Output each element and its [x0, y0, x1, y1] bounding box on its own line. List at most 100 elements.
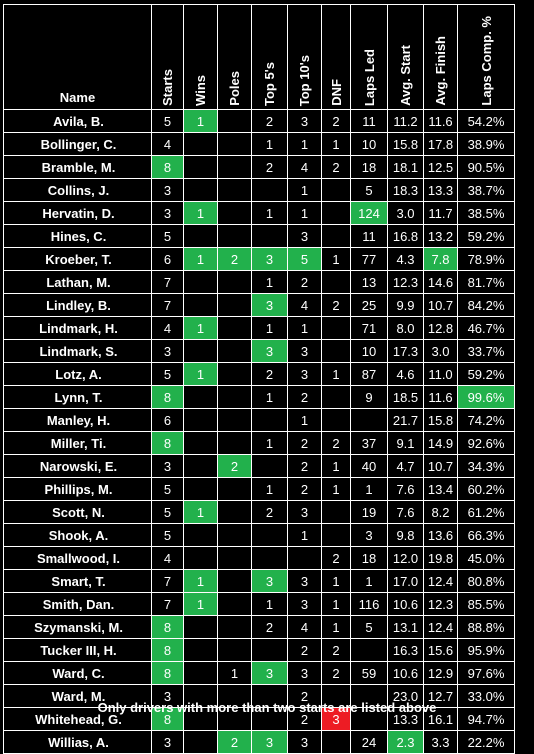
stat-cell: 1	[183, 592, 218, 616]
stat-cell: 12.3	[423, 592, 458, 616]
stat-cell: 12.4	[423, 569, 458, 593]
stat-cell: 2	[321, 638, 351, 662]
driver-name-cell: Collins, J.	[3, 178, 152, 202]
column-header-label: Starts	[160, 69, 175, 106]
stat-cell	[183, 155, 218, 179]
driver-name-cell: Hines, C.	[3, 224, 152, 248]
stat-cell: 2	[217, 247, 252, 271]
stat-cell: 3	[287, 569, 322, 593]
stat-cell	[217, 546, 252, 570]
stat-cell: 5	[350, 615, 388, 639]
table-row: Bramble, M. 8 2 4 2 18 18.1 12.5 90.5%	[3, 155, 515, 179]
stat-cell: 74.2%	[457, 408, 515, 432]
stat-cell: 38.9%	[457, 132, 515, 156]
stat-cell: 1	[287, 201, 322, 225]
stat-cell	[217, 408, 252, 432]
stat-cell: 1	[321, 454, 351, 478]
stat-cell	[217, 270, 252, 294]
stat-cell	[183, 431, 218, 455]
column-header-label: Top 5's	[262, 61, 277, 106]
column-header-label: Laps Comp. %	[478, 16, 494, 106]
driver-name-cell: Lynn, T.	[3, 385, 152, 409]
stat-cell: 3	[287, 592, 322, 616]
stat-cell: 1	[321, 592, 351, 616]
stat-cell: 1	[321, 132, 351, 156]
stat-cell: 1	[183, 362, 218, 386]
stat-cell: 9.8	[387, 523, 424, 547]
table-row: Hines, C. 5 3 11 16.8 13.2 59.2%	[3, 224, 515, 248]
stat-cell: 1	[251, 385, 288, 409]
stat-cell	[217, 431, 252, 455]
stat-cell: 3	[287, 661, 322, 685]
table-row: Hervatin, D. 3 1 1 1 124 3.0 11.7 38.5%	[3, 201, 515, 225]
stat-cell: 13.3	[423, 178, 458, 202]
stat-cell	[251, 638, 288, 662]
stat-cell: 10.6	[387, 592, 424, 616]
table-row: Shook, A. 5 1 3 9.8 13.6 66.3%	[3, 523, 515, 547]
stat-cell: 10	[350, 132, 388, 156]
column-header: Poles	[217, 4, 252, 110]
stat-cell: 16.3	[387, 638, 424, 662]
stat-cell: 1	[321, 615, 351, 639]
stat-cell: 66.3%	[457, 523, 515, 547]
stat-cell: 3	[251, 293, 288, 317]
stat-cell: 84.2%	[457, 293, 515, 317]
driver-name-cell: Scott, N.	[3, 500, 152, 524]
stat-cell	[321, 523, 351, 547]
stat-cell	[217, 178, 252, 202]
driver-name-cell: Smith, Dan.	[3, 592, 152, 616]
header-row: Name Starts Wins Poles Top 5's Top 10's DNF Lap…	[3, 4, 515, 110]
stat-cell: 4.6	[387, 362, 424, 386]
stat-cell	[321, 730, 351, 754]
stat-cell: 37	[350, 431, 388, 455]
stat-cell: 4	[151, 316, 184, 340]
stat-cell: 3.3	[423, 730, 458, 754]
stat-cell: 1	[183, 247, 218, 271]
stat-cell: 11.6	[423, 385, 458, 409]
stat-cell: 1	[183, 316, 218, 340]
driver-name-cell: Szymanski, M.	[3, 615, 152, 639]
stat-cell: 38.7%	[457, 178, 515, 202]
stat-cell: 7.6	[387, 500, 424, 524]
stat-cell: 1	[287, 132, 322, 156]
stat-cell: 2	[287, 477, 322, 501]
stat-cell: 8.2	[423, 500, 458, 524]
table-row: Bollinger, C. 4 1 1 1 10 15.8 17.8 38.9%	[3, 132, 515, 156]
driver-name-cell: Shook, A.	[3, 523, 152, 547]
stat-cell: 1	[251, 316, 288, 340]
stat-cell: 33.7%	[457, 339, 515, 363]
stat-cell: 7.8	[423, 247, 458, 271]
stat-cell	[217, 201, 252, 225]
table-row: Miller, Ti. 8 1 2 2 37 9.1 14.9 92.6%	[3, 431, 515, 455]
stat-cell	[251, 523, 288, 547]
stat-cell: 2	[217, 454, 252, 478]
stat-cell: 3.0	[423, 339, 458, 363]
stat-cell: 77	[350, 247, 388, 271]
stat-cell: 4	[287, 293, 322, 317]
stat-cell: 5	[151, 500, 184, 524]
stat-cell: 3	[151, 201, 184, 225]
stat-cell	[183, 293, 218, 317]
driver-name-cell: Lindley, B.	[3, 293, 152, 317]
stat-cell: 10	[350, 339, 388, 363]
stat-cell: 1	[350, 477, 388, 501]
stat-cell: 1	[251, 431, 288, 455]
stat-cell	[217, 592, 252, 616]
stat-cell: 71	[350, 316, 388, 340]
stat-cell: 3	[287, 224, 322, 248]
stat-cell: 87	[350, 362, 388, 386]
stat-cell	[321, 224, 351, 248]
stat-cell: 9.9	[387, 293, 424, 317]
stat-cell: 21.7	[387, 408, 424, 432]
stat-cell: 92.6%	[457, 431, 515, 455]
stat-cell: 17.3	[387, 339, 424, 363]
stat-cell	[251, 546, 288, 570]
driver-name-cell: Bramble, M.	[3, 155, 152, 179]
stat-cell: 2	[287, 638, 322, 662]
stat-cell: 3	[287, 362, 322, 386]
column-header: Starts	[151, 4, 184, 110]
table-row: Smart, T. 7 1 3 3 1 1 17.0 12.4 80.8%	[3, 569, 515, 593]
table-row: Lotz, A. 5 1 2 3 1 87 4.6 11.0 59.2%	[3, 362, 515, 386]
stat-cell: 3	[151, 730, 184, 754]
stat-cell: 2	[217, 730, 252, 754]
